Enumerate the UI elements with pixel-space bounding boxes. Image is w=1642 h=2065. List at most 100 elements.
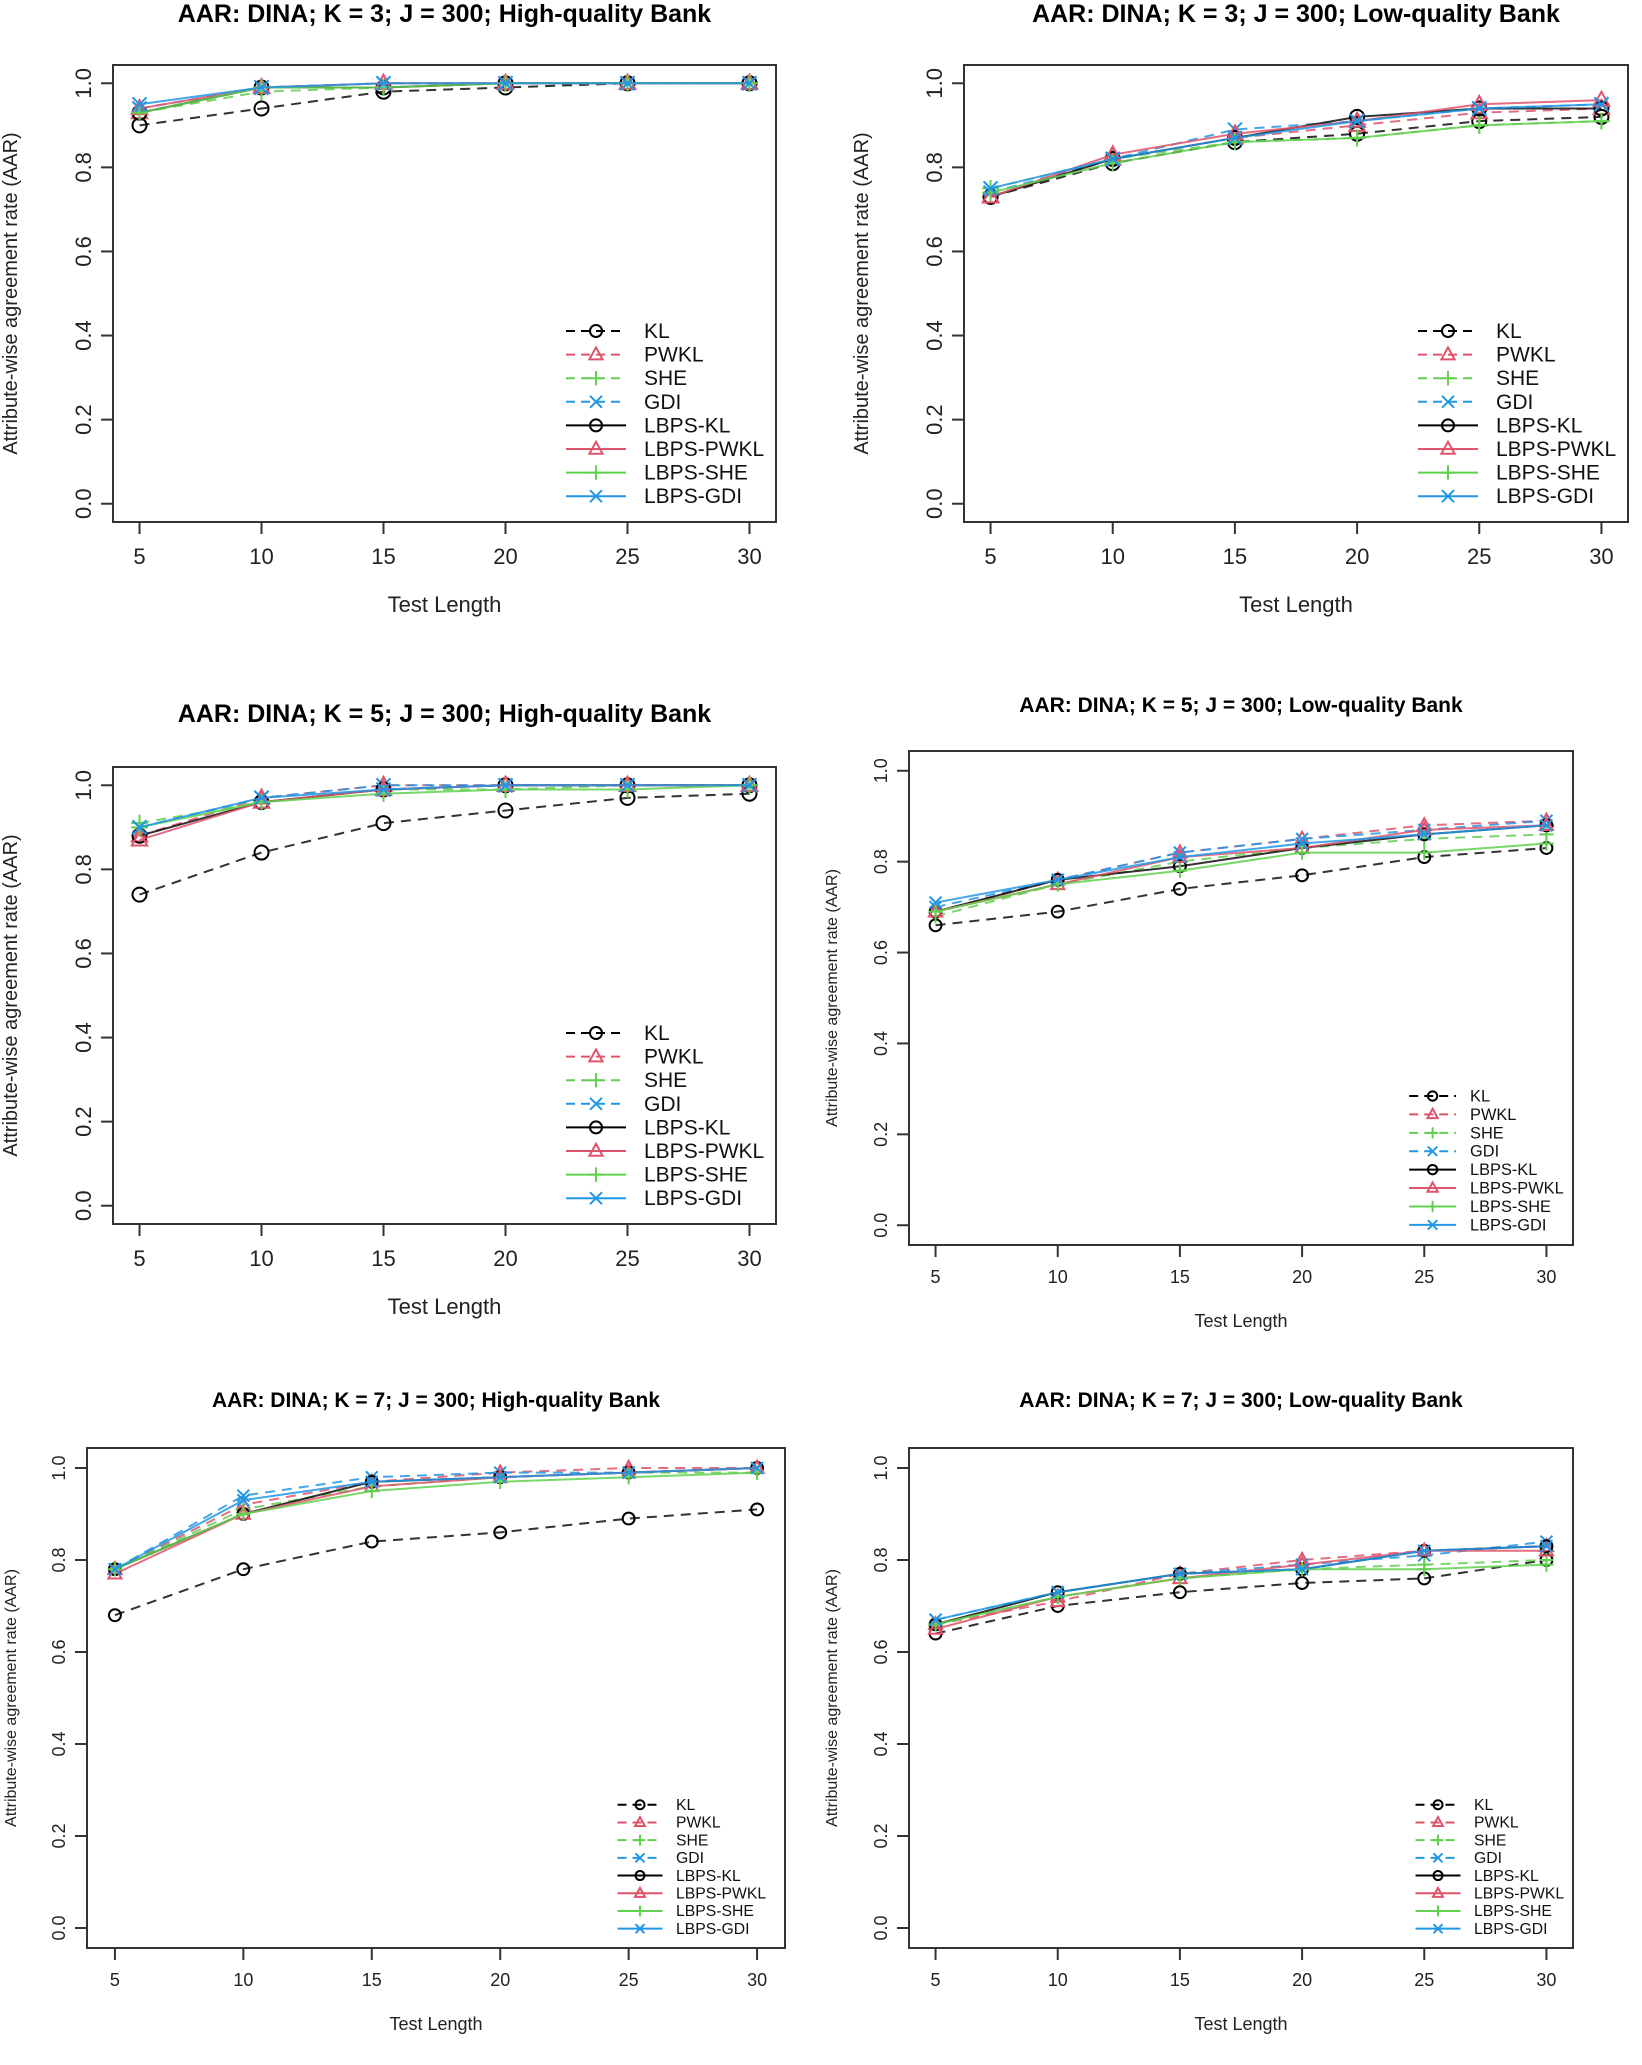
marker-cross <box>108 1562 122 1576</box>
legend-label: SHE <box>644 367 687 390</box>
x-tick-label: 5 <box>133 544 145 569</box>
marker-circle <box>375 815 392 832</box>
x-tick-label: 30 <box>747 1970 767 1990</box>
marker-circle <box>1050 904 1065 919</box>
chart-panel-k3-low: AAR: DINA; K = 3; J = 300; Low-quality B… <box>821 0 1642 680</box>
legend-label: LBPS-PWKL <box>644 1140 764 1163</box>
legend-label: LBPS-SHE <box>1474 1903 1552 1920</box>
y-tick-label: 0.0 <box>71 488 96 519</box>
legend-label: KL <box>1496 320 1522 343</box>
chart-svg: AAR: DINA; K = 7; J = 300; High-quality … <box>3 1389 786 2034</box>
marker-circle <box>1295 868 1310 883</box>
y-axis-label: Attribute-wise agreement rate (AAR) <box>3 1569 20 1827</box>
y-tick-label: 0.4 <box>71 320 96 351</box>
series-lbps-gdi <box>131 777 758 836</box>
legend: KLPWKLSHEGDILBPS-KLLBPS-PWKLLBPS-SHELBPS… <box>566 1022 764 1210</box>
y-tick-label: 0.0 <box>922 488 947 519</box>
legend-label: PWKL <box>1474 1815 1519 1832</box>
marker-cross <box>131 819 148 836</box>
chart-panel-k5-low: AAR: DINA; K = 5; J = 300; Low-quality B… <box>821 690 1642 1370</box>
chart-title: AAR: DINA; K = 5; J = 300; Low-quality B… <box>1019 694 1463 717</box>
legend: KLPWKLSHEGDILBPS-KLLBPS-PWKLLBPS-SHELBPS… <box>1418 320 1616 508</box>
legend-label: PWKL <box>644 1046 704 1069</box>
marker-triangle <box>1416 1541 1433 1557</box>
y-tick-label: 0.8 <box>71 152 96 183</box>
x-tick-label: 15 <box>362 1970 382 1990</box>
legend-label: LBPS-KL <box>1496 414 1582 437</box>
marker-triangle <box>587 345 605 361</box>
y-tick-label: 0.2 <box>922 404 947 435</box>
series-line <box>935 824 1547 913</box>
marker-plus <box>1432 1905 1444 1917</box>
series-line <box>935 824 1547 913</box>
series-line <box>114 1508 758 1617</box>
y-tick-label: 0.4 <box>49 1731 69 1756</box>
marker-cross <box>1105 151 1121 167</box>
marker-cross <box>1427 1145 1438 1157</box>
legend-label: SHE <box>644 1069 687 1092</box>
x-axis-label: Test Length <box>1194 2014 1287 2034</box>
marker-plus <box>588 1167 604 1182</box>
series-line <box>139 82 750 114</box>
y-tick-label: 0.6 <box>71 236 96 267</box>
marker-triangle <box>587 1047 605 1063</box>
marker-cross <box>982 180 999 197</box>
legend-label: SHE <box>1496 367 1539 390</box>
marker-cross <box>750 1461 764 1475</box>
marker-cross <box>1441 395 1455 409</box>
x-tick-label: 20 <box>1292 1267 1312 1287</box>
y-tick-label: 0.4 <box>871 1731 891 1756</box>
series-line <box>935 1545 1547 1621</box>
y-tick-label: 0.6 <box>871 1639 891 1664</box>
chart-title: AAR: DINA; K = 3; J = 300; Low-quality B… <box>1032 0 1560 28</box>
series-line <box>114 1467 758 1571</box>
y-tick-label: 0.8 <box>49 1547 69 1572</box>
y-tick-label: 0.2 <box>71 404 96 435</box>
legend-label: KL <box>1474 1797 1494 1814</box>
legend-label: GDI <box>644 391 681 414</box>
legend-label: LBPS-GDI <box>644 485 742 508</box>
marker-cross <box>1417 1544 1431 1558</box>
marker-plus <box>1432 1834 1444 1846</box>
marker-cross <box>1539 818 1554 832</box>
legend-label: GDI <box>1496 391 1533 414</box>
legend-label: KL <box>644 1022 670 1045</box>
marker-triangle <box>633 1885 647 1898</box>
legend-label: LBPS-PWKL <box>1496 438 1616 461</box>
marker-cross <box>1051 1585 1065 1599</box>
marker-cross <box>493 1470 507 1484</box>
legend-label: LBPS-GDI <box>1496 485 1594 508</box>
legend-label: LBPS-PWKL <box>1470 1180 1564 1198</box>
legend-label: LBPS-SHE <box>644 462 748 485</box>
legend-label: PWKL <box>676 1815 721 1832</box>
marker-circle <box>1432 1799 1444 1811</box>
legend-label: GDI <box>1470 1143 1499 1161</box>
y-tick-label: 0.4 <box>871 1031 891 1056</box>
legend: KLPWKLSHEGDILBPS-KLLBPS-PWKLLBPS-SHELBPS… <box>1409 1087 1564 1234</box>
x-tick-label: 30 <box>737 1246 761 1271</box>
x-tick-label: 25 <box>1414 1970 1434 1990</box>
series-line <box>139 784 750 829</box>
marker-circle <box>1426 1090 1439 1102</box>
marker-circle <box>107 1608 122 1623</box>
x-tick-label: 10 <box>1048 1267 1068 1287</box>
x-tick-label: 10 <box>1048 1970 1068 1990</box>
marker-circle <box>236 1562 251 1577</box>
marker-cross <box>741 75 758 91</box>
series-line <box>139 82 750 110</box>
marker-circle <box>634 1799 646 1811</box>
legend-label: LBPS-GDI <box>1474 1921 1548 1938</box>
legend-label: SHE <box>676 1832 708 1849</box>
y-tick-label: 0.4 <box>71 1022 96 1053</box>
marker-cross <box>928 895 943 910</box>
plot-frame <box>112 766 777 1225</box>
marker-triangle <box>1431 1814 1445 1828</box>
x-tick-label: 25 <box>615 1246 639 1271</box>
marker-circle <box>589 418 603 433</box>
y-tick-label: 0.8 <box>871 849 891 874</box>
series-lbps-gdi <box>928 1539 1554 1627</box>
marker-cross <box>741 777 758 793</box>
series-she <box>928 1552 1554 1632</box>
marker-circle <box>621 1511 636 1526</box>
marker-circle <box>634 1870 646 1882</box>
